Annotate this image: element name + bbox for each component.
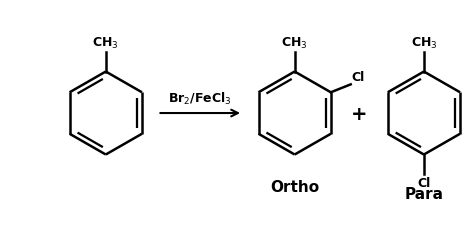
Text: CH$_3$: CH$_3$ xyxy=(282,36,308,51)
Text: CH$_3$: CH$_3$ xyxy=(410,36,437,51)
Text: Cl: Cl xyxy=(352,71,365,84)
Text: Br$_2$/FeCl$_3$: Br$_2$/FeCl$_3$ xyxy=(168,91,232,107)
Text: +: + xyxy=(351,104,367,123)
Text: Ortho: Ortho xyxy=(270,179,319,194)
Text: Cl: Cl xyxy=(417,176,430,189)
Text: Para: Para xyxy=(404,186,443,201)
Text: CH$_3$: CH$_3$ xyxy=(92,36,119,51)
